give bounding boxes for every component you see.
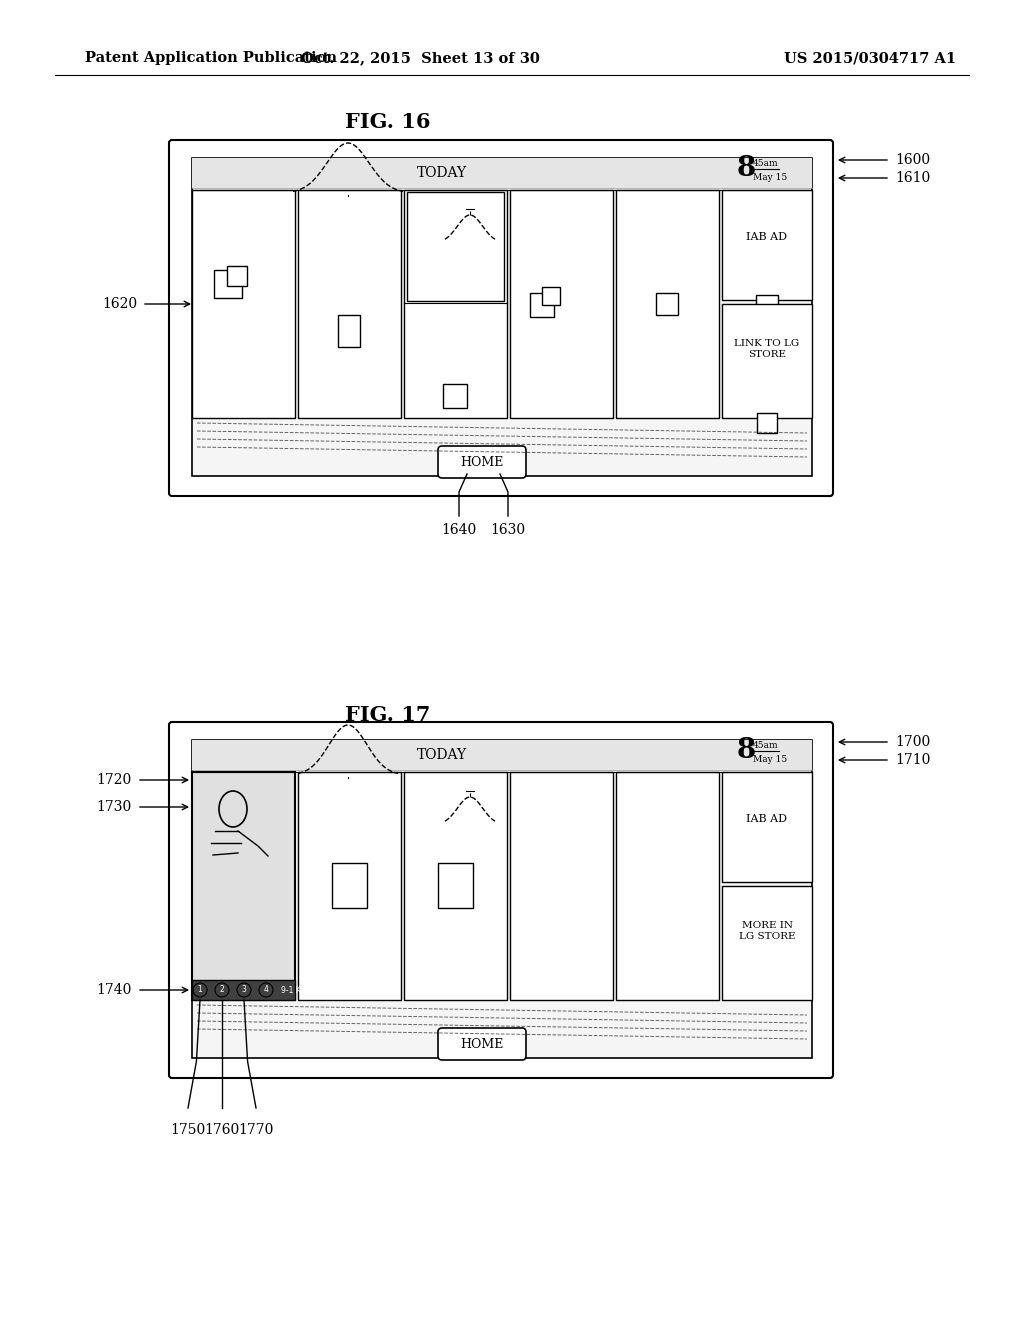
Text: 1600: 1600 xyxy=(895,153,930,168)
Text: 1750: 1750 xyxy=(170,1123,206,1137)
Text: 1620: 1620 xyxy=(101,297,137,312)
Bar xyxy=(404,190,507,418)
Bar xyxy=(510,190,613,418)
Text: MORE IN
LG STORE: MORE IN LG STORE xyxy=(738,921,796,941)
Text: 1610: 1610 xyxy=(895,172,930,185)
Bar xyxy=(407,191,504,301)
Text: 4: 4 xyxy=(263,986,268,994)
Bar xyxy=(193,158,812,477)
Bar xyxy=(332,863,367,908)
Text: 1700: 1700 xyxy=(895,735,930,748)
FancyBboxPatch shape xyxy=(438,1028,526,1060)
Text: 1740: 1740 xyxy=(96,983,132,997)
Bar xyxy=(722,886,812,1001)
Text: HOME: HOME xyxy=(461,455,504,469)
Bar xyxy=(722,304,812,418)
Text: IAB AD: IAB AD xyxy=(746,814,787,824)
Bar xyxy=(722,772,812,882)
Text: 45am: 45am xyxy=(753,158,778,168)
Text: 1710: 1710 xyxy=(895,752,931,767)
Text: 45am: 45am xyxy=(753,741,778,750)
Text: 2: 2 xyxy=(219,986,224,994)
Bar xyxy=(756,294,778,317)
Text: 1730: 1730 xyxy=(96,800,132,814)
FancyBboxPatch shape xyxy=(169,140,833,496)
Text: FIG. 16: FIG. 16 xyxy=(345,112,431,132)
Bar xyxy=(616,772,719,1001)
Bar xyxy=(404,772,507,1001)
Text: FIG. 17: FIG. 17 xyxy=(345,705,431,725)
Bar xyxy=(193,979,295,1001)
Bar xyxy=(338,315,360,347)
Text: 8: 8 xyxy=(737,154,757,181)
Text: 1720: 1720 xyxy=(96,774,132,787)
Text: Patent Application Publication: Patent Application Publication xyxy=(85,51,337,65)
Text: 1: 1 xyxy=(198,986,203,994)
Bar xyxy=(298,190,401,418)
Text: HOME: HOME xyxy=(461,1038,504,1051)
Bar xyxy=(510,772,613,1001)
FancyBboxPatch shape xyxy=(169,722,833,1078)
Bar xyxy=(530,293,554,317)
Bar xyxy=(443,384,467,408)
Text: US 2015/0304717 A1: US 2015/0304717 A1 xyxy=(784,51,956,65)
Bar xyxy=(298,772,401,1001)
Bar xyxy=(757,413,777,433)
Text: 1630: 1630 xyxy=(490,523,525,537)
Text: Oct. 22, 2015  Sheet 13 of 30: Oct. 22, 2015 Sheet 13 of 30 xyxy=(301,51,540,65)
Text: 8: 8 xyxy=(737,737,757,763)
Bar xyxy=(193,190,295,418)
Text: TODAY: TODAY xyxy=(417,166,467,180)
Text: May 15: May 15 xyxy=(753,755,787,764)
Bar xyxy=(656,293,678,315)
Bar xyxy=(227,265,247,286)
Text: 3: 3 xyxy=(242,986,247,994)
Bar xyxy=(193,158,812,187)
Bar xyxy=(722,190,812,300)
Bar xyxy=(193,772,295,1001)
Text: 1770: 1770 xyxy=(239,1123,273,1137)
Text: 1640: 1640 xyxy=(441,523,476,537)
Bar xyxy=(193,741,812,770)
Text: LINK TO LG
STORE: LINK TO LG STORE xyxy=(734,339,800,359)
Text: 1760: 1760 xyxy=(205,1123,240,1137)
Bar xyxy=(616,190,719,418)
Bar xyxy=(542,286,560,305)
Text: 9-1 KQED Sherlock: 9-1 KQED Sherlock xyxy=(281,986,352,994)
Text: TODAY: TODAY xyxy=(417,748,467,762)
Bar xyxy=(438,863,473,908)
FancyBboxPatch shape xyxy=(438,446,526,478)
Text: May 15: May 15 xyxy=(753,173,787,182)
Text: IAB AD: IAB AD xyxy=(746,232,787,242)
Bar xyxy=(193,741,812,1059)
Bar xyxy=(214,269,242,298)
